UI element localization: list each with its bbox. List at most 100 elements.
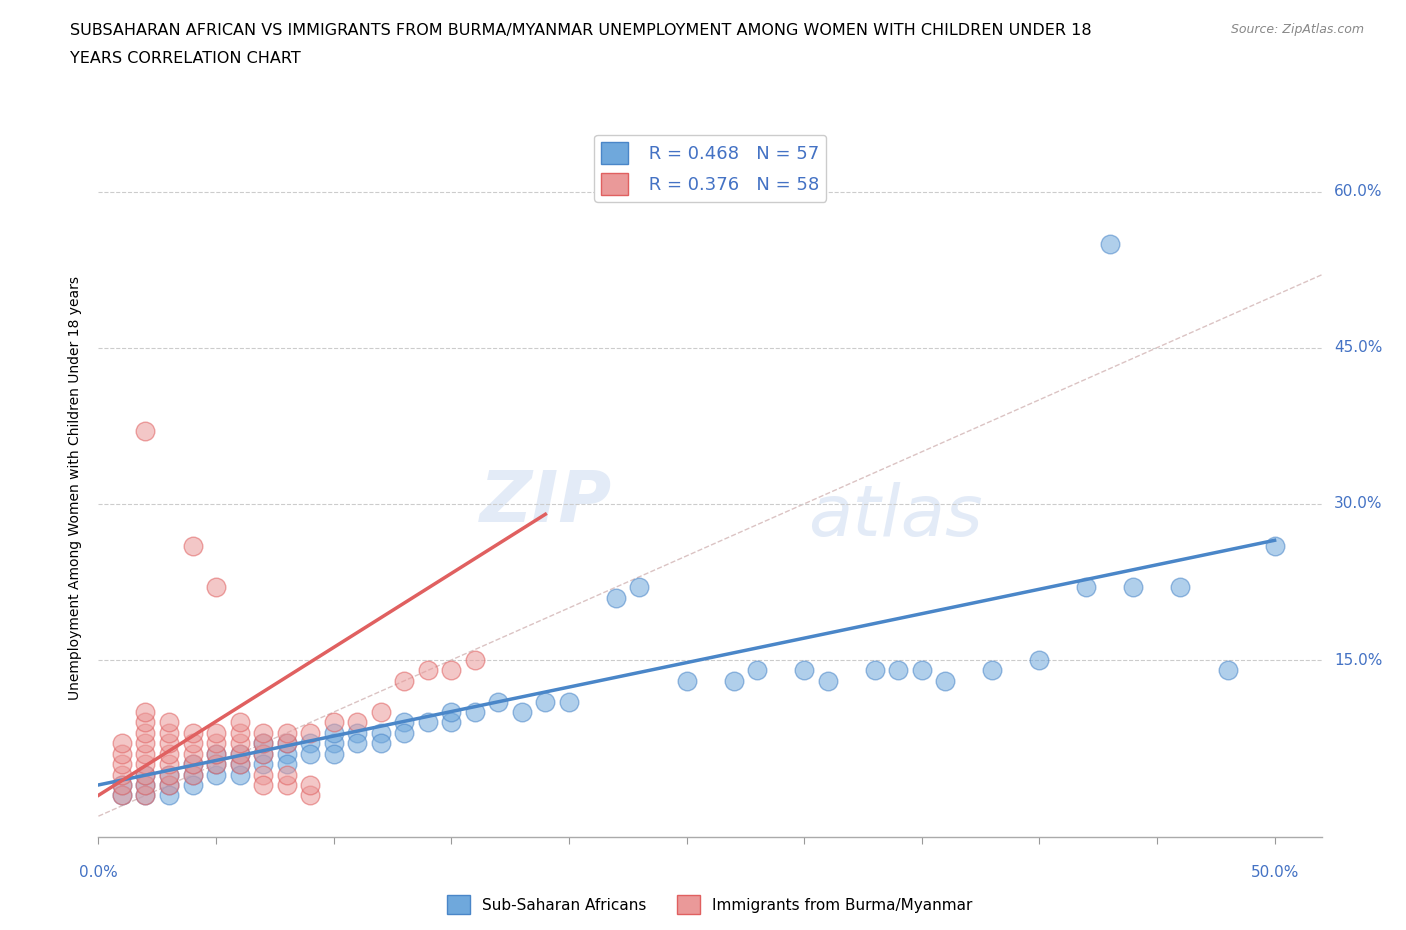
Point [392, 673, 416, 688]
Point [181, 746, 204, 761]
Point [558, 694, 581, 709]
Point [252, 736, 274, 751]
Point [111, 788, 134, 803]
Point [252, 725, 274, 740]
Text: SUBSAHARAN AFRICAN VS IMMIGRANTS FROM BURMA/MYANMAR UNEMPLOYMENT AMONG WOMEN WIT: SUBSAHARAN AFRICAN VS IMMIGRANTS FROM BU… [70, 23, 1092, 38]
Point [134, 757, 156, 772]
Point [745, 663, 768, 678]
Point [181, 736, 204, 751]
Point [252, 757, 274, 772]
Point [392, 715, 416, 730]
Point [299, 777, 322, 792]
Text: ZIP: ZIP [479, 468, 612, 537]
Text: atlas: atlas [808, 482, 983, 551]
Point [817, 673, 839, 688]
Point [276, 736, 298, 751]
Text: 0.0%: 0.0% [79, 865, 118, 880]
Point [157, 725, 180, 740]
Point [134, 705, 156, 720]
Point [276, 777, 298, 792]
Point [322, 725, 344, 740]
Point [111, 788, 134, 803]
Point [181, 767, 204, 782]
Point [322, 736, 344, 751]
Point [157, 757, 180, 772]
Point [981, 663, 1004, 678]
Point [205, 746, 228, 761]
Point [181, 725, 204, 740]
Point [205, 579, 228, 594]
Point [134, 725, 156, 740]
Point [205, 736, 228, 751]
Point [346, 736, 368, 751]
Point [134, 777, 156, 792]
Point [134, 788, 156, 803]
Point [181, 767, 204, 782]
Point [1028, 653, 1050, 668]
Point [134, 767, 156, 782]
Point [228, 757, 250, 772]
Point [228, 736, 250, 751]
Point [299, 746, 322, 761]
Point [370, 725, 392, 740]
Point [793, 663, 815, 678]
Point [205, 746, 228, 761]
Point [157, 767, 180, 782]
Point [370, 736, 392, 751]
Point [911, 663, 934, 678]
Point [111, 767, 134, 782]
Y-axis label: Unemployment Among Women with Children Under 18 years: Unemployment Among Women with Children U… [69, 276, 83, 700]
Point [111, 777, 134, 792]
Text: Source: ZipAtlas.com: Source: ZipAtlas.com [1230, 23, 1364, 36]
Point [1076, 579, 1098, 594]
Point [111, 757, 134, 772]
Point [863, 663, 886, 678]
Point [276, 767, 298, 782]
Point [181, 757, 204, 772]
Point [111, 736, 134, 751]
Point [252, 767, 274, 782]
Point [134, 746, 156, 761]
Point [205, 725, 228, 740]
Point [157, 788, 180, 803]
Text: 15.0%: 15.0% [1334, 653, 1382, 668]
Point [675, 673, 697, 688]
Point [134, 423, 156, 438]
Point [464, 705, 486, 720]
Point [134, 788, 156, 803]
Point [276, 725, 298, 740]
Point [111, 777, 134, 792]
Point [276, 736, 298, 751]
Point [157, 777, 180, 792]
Point [392, 725, 416, 740]
Point [228, 746, 250, 761]
Point [205, 767, 228, 782]
Point [228, 725, 250, 740]
Point [157, 736, 180, 751]
Point [157, 777, 180, 792]
Point [228, 757, 250, 772]
Point [134, 777, 156, 792]
Point [134, 767, 156, 782]
Point [370, 705, 392, 720]
Point [157, 746, 180, 761]
Point [157, 767, 180, 782]
Text: 45.0%: 45.0% [1334, 340, 1382, 355]
Text: 60.0%: 60.0% [1334, 184, 1382, 199]
Point [346, 725, 368, 740]
Point [299, 725, 322, 740]
Point [1098, 236, 1121, 251]
Point [605, 591, 627, 605]
Point [299, 736, 322, 751]
Point [1264, 538, 1286, 553]
Point [440, 663, 463, 678]
Point [486, 694, 509, 709]
Point [181, 538, 204, 553]
Point [887, 663, 910, 678]
Text: 30.0%: 30.0% [1334, 497, 1382, 512]
Point [1170, 579, 1192, 594]
Point [346, 715, 368, 730]
Point [440, 705, 463, 720]
Point [157, 715, 180, 730]
Point [628, 579, 651, 594]
